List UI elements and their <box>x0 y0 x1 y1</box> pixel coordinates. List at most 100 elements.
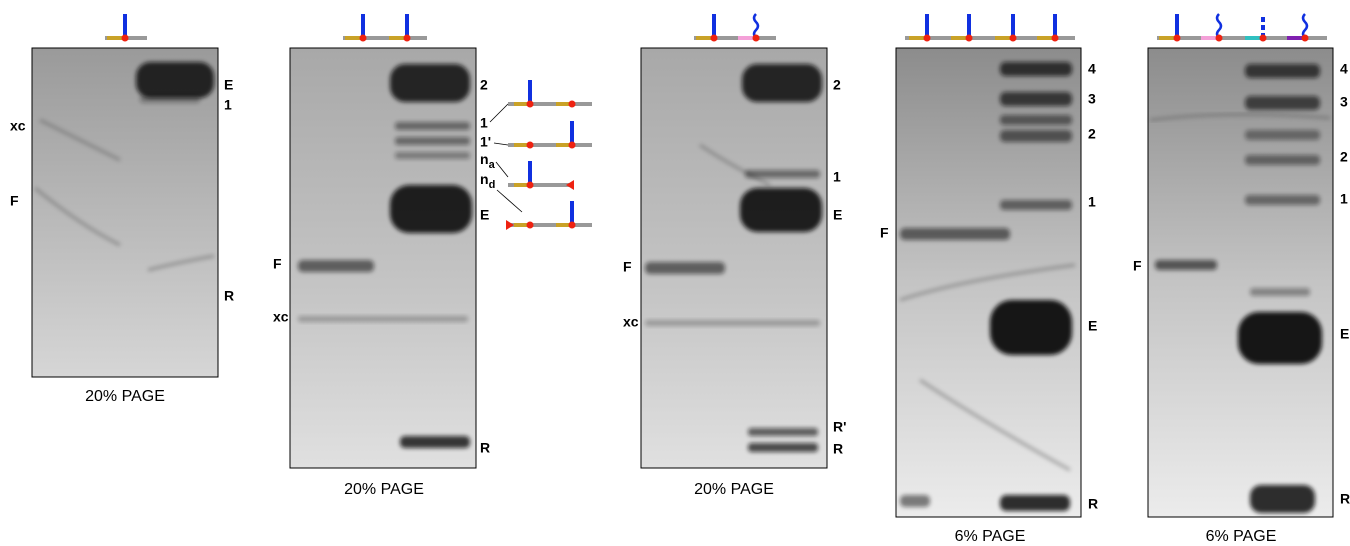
gel-band <box>136 62 214 98</box>
band-label: 4 <box>1088 61 1096 77</box>
construct-dot <box>1051 34 1059 42</box>
band-label: E <box>224 77 233 93</box>
construct-dot <box>752 34 760 42</box>
gel-smear <box>919 378 1071 472</box>
gel-band <box>645 262 725 274</box>
caption: 20% PAGE <box>344 481 424 498</box>
gel-smear <box>34 186 121 247</box>
label-main: n <box>480 171 489 187</box>
gel-band <box>1000 92 1072 106</box>
band-label: E <box>833 207 842 223</box>
band-label: 2 <box>480 77 488 93</box>
band-label: 2 <box>1340 149 1348 165</box>
band-label: F <box>10 193 19 209</box>
gel-band <box>298 316 468 322</box>
band-label: 2 <box>833 77 841 93</box>
gel-band <box>1155 260 1217 270</box>
gel-image <box>895 47 1082 518</box>
gel-image <box>289 47 477 469</box>
band-label: F <box>273 256 282 272</box>
gel-band <box>400 436 470 448</box>
schematic-dot <box>526 141 534 149</box>
gel-band <box>1000 200 1072 210</box>
gel-band <box>1245 195 1320 205</box>
gel-band <box>1000 62 1072 76</box>
leader-line <box>496 189 523 213</box>
gel-band <box>395 152 470 159</box>
gel-band <box>1245 64 1320 78</box>
gel-band <box>740 188 822 232</box>
gel-band <box>990 300 1072 355</box>
construct-dot <box>965 34 973 42</box>
gel-smear <box>39 118 121 162</box>
gel-band <box>1245 130 1320 140</box>
band-label: E <box>480 207 489 223</box>
gel-band <box>745 170 820 178</box>
gel-band <box>1250 485 1315 513</box>
gel-band <box>298 260 374 272</box>
band-label: E <box>1340 326 1349 342</box>
construct-dot <box>710 34 718 42</box>
gel-band <box>748 443 818 452</box>
band-label: xc <box>10 118 26 134</box>
construct-stem <box>752 13 760 39</box>
construct-dot <box>1215 34 1223 42</box>
gel-image <box>1147 47 1334 518</box>
band-label: 3 <box>1088 91 1096 107</box>
band-label: F <box>880 225 889 241</box>
construct-dot <box>1259 34 1267 42</box>
band-label: 1 <box>1088 194 1096 210</box>
construct-dot <box>121 34 129 42</box>
gel-band <box>390 185 472 233</box>
gel-band <box>1238 312 1322 364</box>
gel-band <box>645 320 820 326</box>
gel-band <box>1250 288 1310 296</box>
gel-band <box>1000 495 1070 511</box>
schematic-dot <box>526 100 534 108</box>
gel-band <box>390 64 470 102</box>
band-label: 1 <box>1340 191 1348 207</box>
band-label: R <box>1088 496 1098 512</box>
gel-band <box>1000 115 1072 125</box>
band-label: R' <box>833 419 846 435</box>
gel-band <box>748 428 818 436</box>
band-label: R <box>224 288 234 304</box>
band-label: R <box>833 441 843 457</box>
gel-band <box>395 122 470 130</box>
band-label: 3 <box>1340 94 1348 110</box>
schematic-end <box>506 220 514 230</box>
band-label: F <box>1133 258 1142 274</box>
schematic-dot <box>568 141 576 149</box>
band-label: 1 <box>224 97 232 113</box>
schematic-end <box>566 180 574 190</box>
band-label: 2 <box>1088 126 1096 142</box>
leader-line <box>493 142 509 146</box>
construct-dot <box>923 34 931 42</box>
band-label: F <box>623 259 632 275</box>
gel-band <box>900 495 930 507</box>
label-subscript: d <box>489 179 496 191</box>
gel-band <box>900 228 1010 240</box>
band-label: E <box>1088 318 1097 334</box>
label-subscript: a <box>489 159 496 171</box>
band-label: R <box>1340 491 1350 507</box>
caption: 6% PAGE <box>1206 528 1277 545</box>
schematic-dot <box>526 221 534 229</box>
leader-line <box>495 161 509 178</box>
gel-band <box>395 137 470 145</box>
gel-band <box>742 64 822 102</box>
construct-dot <box>403 34 411 42</box>
construct-dot <box>1301 34 1309 42</box>
band-label: 1 <box>833 169 841 185</box>
caption: 20% PAGE <box>694 481 774 498</box>
caption: 6% PAGE <box>955 528 1026 545</box>
band-label: na <box>480 151 496 171</box>
band-label: xc <box>273 309 289 325</box>
gel-band <box>1000 130 1072 142</box>
construct-stem <box>1301 13 1309 39</box>
gel-image <box>640 47 828 469</box>
band-label: 4 <box>1340 61 1348 77</box>
gel-band <box>140 95 200 103</box>
gel-smear <box>147 254 215 272</box>
band-label: 1' <box>480 134 491 150</box>
